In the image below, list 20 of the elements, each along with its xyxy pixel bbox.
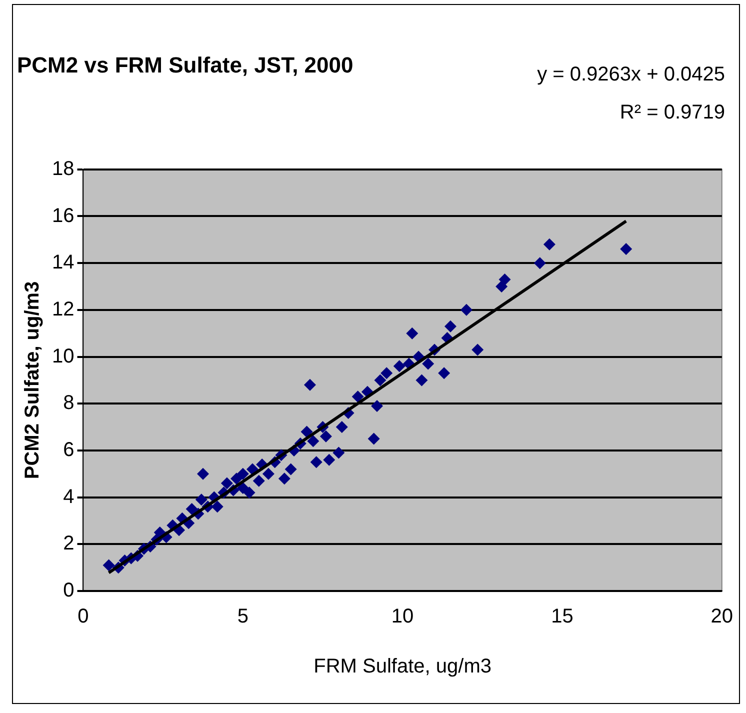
y-tick-label: 8 — [63, 392, 74, 414]
x-tick-label: 20 — [710, 606, 733, 628]
text: R² = 0.9719 — [620, 102, 725, 124]
x-tick-label: 5 — [237, 606, 248, 628]
y-tick-label: 18 — [52, 158, 74, 180]
y-tick-label: 0 — [63, 580, 74, 602]
x-tick-label: 10 — [391, 606, 414, 628]
x-axis-title: FRM Sulfate, ug/m3 — [314, 656, 492, 678]
text: y = 0.9263x + 0.0425 — [537, 64, 725, 86]
x-tick-label: 15 — [551, 606, 574, 628]
y-tick-label: 16 — [52, 204, 74, 227]
y-axis-title: PCM2 Sulfate, ug/m3 — [22, 281, 44, 480]
y-tick-label: 14 — [52, 252, 74, 274]
y-tick-label: 4 — [63, 486, 74, 508]
y-tick-label: 6 — [63, 438, 74, 461]
y-tick-label: 12 — [52, 298, 74, 320]
y-tick-label: 2 — [63, 532, 74, 555]
y-tick-label: 10 — [52, 345, 74, 368]
x-tick-label: 0 — [78, 606, 89, 628]
chart-title: PCM2 vs FRM Sulfate, JST, 2000 — [17, 52, 354, 78]
